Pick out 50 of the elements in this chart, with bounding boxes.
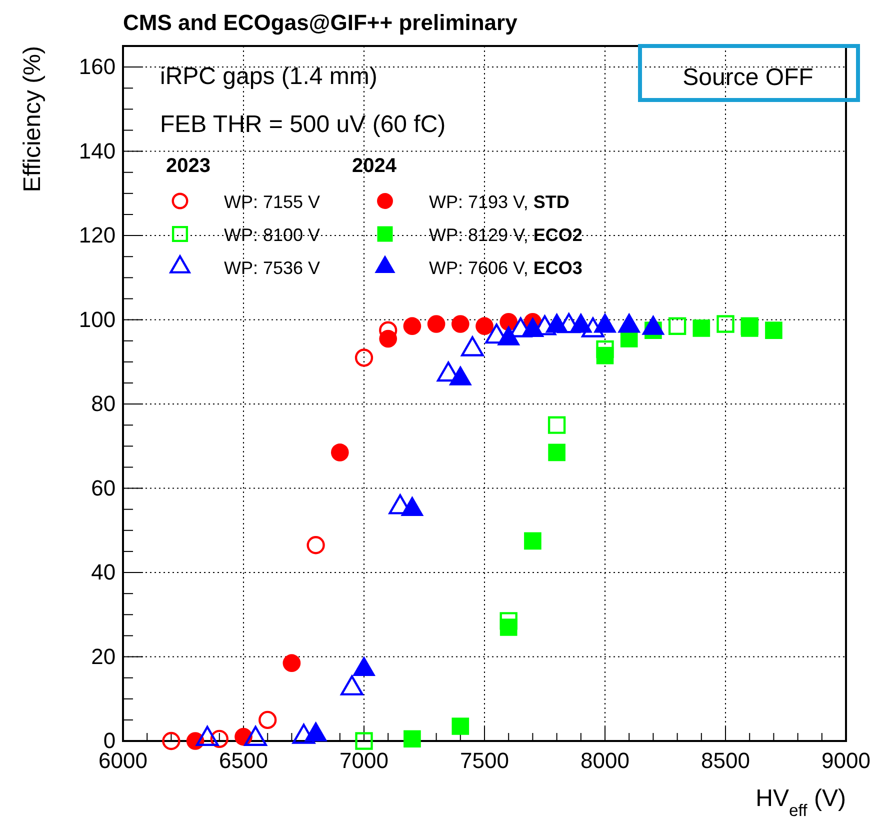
point	[596, 340, 614, 358]
y-tick-label: 80	[91, 391, 116, 416]
point	[404, 730, 421, 748]
point	[500, 612, 518, 630]
y-tick-label: 160	[78, 54, 116, 80]
chart-title: CMS and ECOgas@GIF++ preliminary	[123, 10, 518, 35]
point	[162, 732, 180, 750]
point	[668, 317, 686, 335]
y-tick-label: 60	[91, 475, 116, 500]
point	[354, 348, 374, 367]
point	[258, 710, 277, 730]
point	[476, 317, 494, 336]
point	[692, 320, 710, 337]
y-tick-label: 100	[78, 306, 116, 332]
point	[306, 536, 325, 554]
y-tick-label: 40	[91, 560, 116, 585]
y-tick-label: 120	[78, 222, 116, 248]
x-tick-label: 9000	[822, 748, 870, 774]
point	[427, 315, 446, 333]
point	[452, 718, 470, 735]
point	[716, 315, 734, 333]
x-tick-label: 7000	[340, 748, 388, 774]
point	[355, 732, 373, 750]
point	[548, 416, 566, 434]
annotation: iRPC gaps (1.4 mm)	[160, 63, 378, 90]
y-tick-label: 140	[78, 138, 116, 164]
point	[548, 444, 566, 462]
legend-label: WP: 8129 V, ECO2	[429, 225, 582, 245]
point	[524, 532, 542, 550]
point	[403, 317, 422, 336]
legend-label: WP: 7193 V, STD	[429, 192, 570, 212]
x-tick-label: 7500	[460, 748, 509, 774]
annotation: Source OFF	[682, 64, 814, 91]
x-tick-label: 8500	[701, 748, 750, 774]
y-tick-label: 20	[91, 644, 116, 669]
point	[330, 444, 349, 462]
legend-label: WP: 7536 V	[224, 258, 320, 278]
annotation: 2023	[166, 155, 210, 177]
x-axis-title: HV$_{eff}$ (V)	[756, 785, 846, 818]
annotation: 2024	[352, 155, 398, 177]
point	[282, 654, 301, 672]
x-tick-label: 8000	[580, 748, 630, 774]
annotation: FEB THR = 500 uV (60 fC)	[160, 111, 446, 138]
point	[451, 315, 470, 333]
point	[765, 322, 782, 339]
legend-label: WP: 7606 V, ECO3	[429, 258, 582, 278]
x-tick-label: 6500	[219, 748, 268, 774]
y-axis-title: Efficiency (%)	[19, 46, 46, 192]
point	[210, 730, 228, 748]
legend-label: WP: 7155 V	[224, 192, 320, 212]
